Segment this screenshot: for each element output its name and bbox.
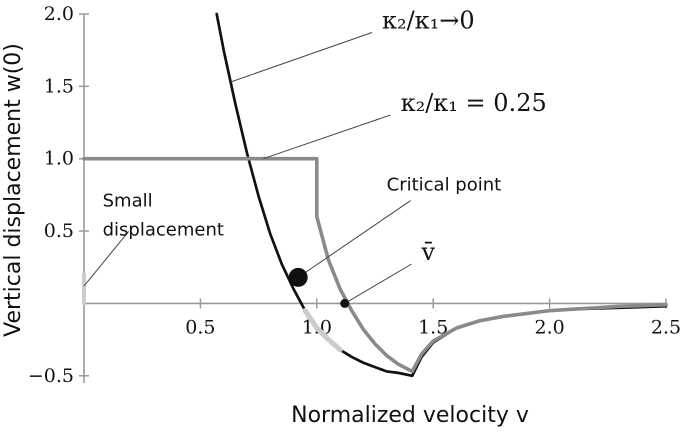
y-tick-label: −0.5 <box>28 365 74 387</box>
x-axis-label: Normalized velocity v <box>291 403 529 428</box>
annotation-leader-3 <box>297 200 411 278</box>
critical-point-marker <box>288 267 308 287</box>
y-tick-label: 1.5 <box>44 75 74 97</box>
y-tick-label: 0.5 <box>44 220 74 242</box>
annotation-math-1: κ₂/κ₁→0 <box>382 6 475 34</box>
x-tick-label: 2.5 <box>651 316 681 338</box>
highlight-segment-2 <box>302 308 343 353</box>
axes-group: 0.5 1.0 1.5 2.0 2.5−0.50.51.01.52.0 <box>28 3 681 387</box>
annotation-leader-5 <box>83 231 130 287</box>
x-tick-label: 2.0 <box>534 316 564 338</box>
annotation-text-3: Critical point <box>387 175 502 196</box>
annotation-text-line-1: Small <box>103 190 153 211</box>
point-layer <box>288 267 350 308</box>
annotation-leader-2 <box>263 114 391 160</box>
v-bar-marker <box>340 298 350 308</box>
x-tick-label: 1.5 <box>418 316 448 338</box>
y-tick-label: 1.0 <box>44 148 74 170</box>
y-tick-label: 2.0 <box>44 3 74 25</box>
annotation-leader-4 <box>344 263 412 304</box>
series-layer <box>82 12 668 378</box>
annotation-text-line-2: displacement <box>103 219 224 240</box>
annotation-leader-1 <box>230 31 373 83</box>
y-axis-label: Vertical displacement w(0) <box>1 43 26 337</box>
annotation-math-4: v̄ <box>421 238 436 266</box>
annotation-layer: κ₂/κ₁→0 κ₂/κ₁ = 0.25 Critical point v̄ Small… <box>83 6 547 304</box>
series-line-kappa-0-25 <box>82 156 668 374</box>
x-tick-label: 0.5 <box>185 316 215 338</box>
annotation-math-2: κ₂/κ₁ = 0.25 <box>401 89 547 117</box>
